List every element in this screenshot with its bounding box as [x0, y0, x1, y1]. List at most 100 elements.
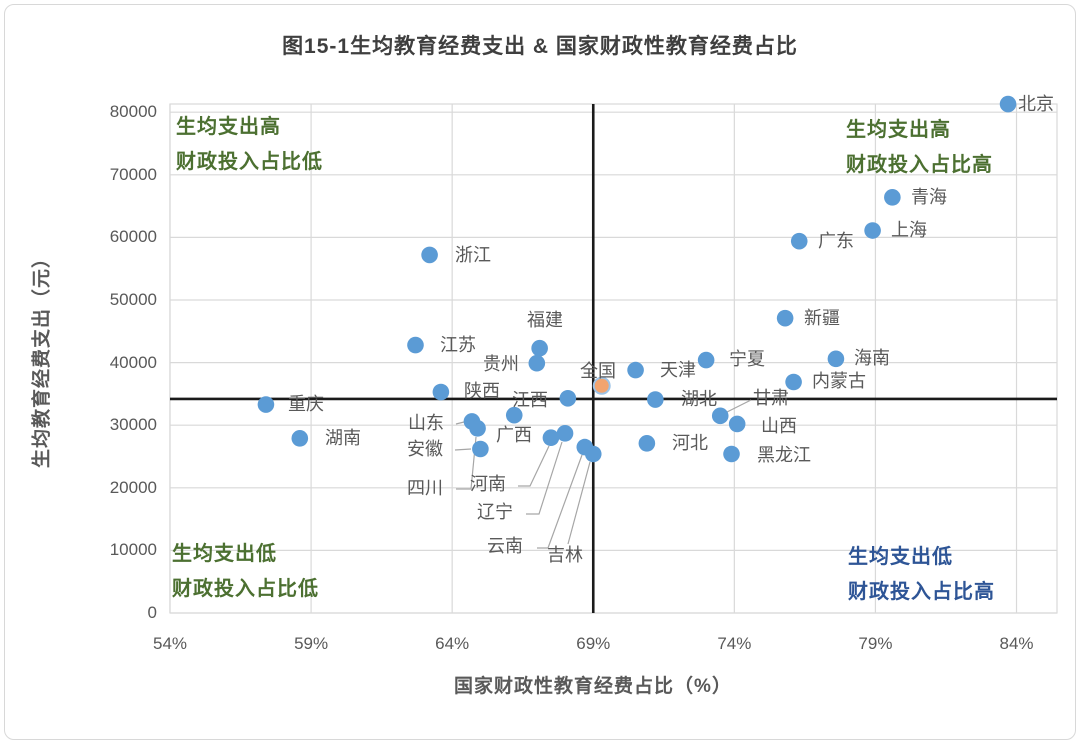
label-leader-line [455, 421, 465, 425]
quadrant-label-line: 财政投入占比高 [848, 581, 995, 603]
quadrant-label-line: 生均支出高 [176, 116, 281, 138]
data-point-label: 甘肃 [753, 388, 789, 408]
data-point-label: 山东 [408, 413, 444, 433]
data-point-label: 辽宁 [477, 502, 513, 522]
data-point [421, 246, 438, 264]
quadrant-label: 生均支出低财政投入占比高 [848, 540, 995, 610]
data-point [647, 391, 664, 408]
quadrant-label-line: 生均支出高 [846, 119, 951, 141]
quadrant-label: 生均支出低财政投入占比低 [172, 537, 319, 607]
data-point-label: 青海 [911, 187, 947, 207]
data-point [556, 425, 574, 442]
x-axis-title: 国家财政性教育经费占比（%） [454, 676, 732, 697]
data-point [528, 354, 546, 372]
chart-title: 图15-1生均教育经费支出 & 国家财政性教育经费占比 [282, 35, 798, 58]
y-tick-label: 40000 [109, 352, 157, 372]
data-point-label: 海南 [854, 348, 890, 368]
data-point-label: 河南 [470, 474, 506, 494]
quadrant-label-line: 财政投入占比高 [846, 154, 993, 176]
y-tick-label: 10000 [109, 540, 157, 560]
data-point-label: 北京 [1018, 94, 1054, 114]
data-point [884, 189, 901, 206]
data-point-label: 云南 [487, 536, 523, 556]
data-point-label: 江西 [512, 390, 548, 410]
y-tick-label: 50000 [109, 290, 157, 309]
y-tick-label: 70000 [109, 164, 157, 184]
data-point-label: 全国 [580, 361, 616, 381]
data-point-label: 上海 [891, 220, 927, 240]
x-tick-label: 54% [152, 634, 188, 653]
data-point-label: 宁夏 [729, 349, 765, 369]
y-tick-label: 60000 [109, 227, 157, 247]
data-point-label: 重庆 [288, 394, 324, 414]
data-point-label: 湖南 [325, 428, 361, 448]
data-point-label: 黑龙江 [757, 445, 811, 465]
data-point-label: 山西 [761, 416, 797, 436]
data-point [785, 373, 802, 391]
national-data-point [592, 376, 611, 395]
label-leader-line [526, 441, 563, 515]
y-tick-label: 20000 [109, 477, 157, 497]
data-point [407, 336, 424, 354]
y-tick-label: 80000 [109, 102, 157, 122]
data-point-label: 福建 [527, 310, 563, 330]
data-point [697, 351, 715, 369]
x-tick-label: 79% [858, 634, 893, 653]
x-tick-label: 69% [576, 634, 611, 653]
quadrant-label-line: 财政投入占比低 [172, 578, 319, 600]
quadrant-label: 生均支出高财政投入占比低 [176, 110, 323, 180]
data-point-label: 天津 [660, 360, 696, 380]
data-point-label: 广西 [496, 425, 532, 445]
data-point [790, 232, 808, 250]
data-point [531, 339, 548, 357]
label-leader-line [726, 399, 752, 413]
data-point-label: 四川 [407, 478, 443, 498]
x-tick-label: 84% [999, 634, 1034, 653]
data-point-label: 湖北 [681, 389, 717, 409]
data-point [723, 445, 740, 463]
data-point [827, 350, 845, 368]
label-leader-line [454, 448, 472, 451]
data-point [728, 415, 746, 433]
label-leader-line [518, 445, 550, 487]
data-point [711, 407, 729, 425]
quadrant-label-line: 生均支出低 [848, 546, 953, 568]
y-tick-label: 0 [147, 603, 157, 622]
data-point [505, 406, 523, 424]
data-point-label: 贵州 [483, 354, 519, 374]
quadrant-label-line: 生均支出低 [172, 543, 277, 565]
data-point [469, 420, 486, 437]
label-leader-line [567, 461, 591, 545]
data-point [559, 389, 577, 407]
data-point-label: 陕西 [464, 381, 500, 401]
data-point-label: 安徽 [407, 439, 443, 459]
data-point [638, 435, 656, 452]
data-point [257, 396, 275, 413]
x-tick-label: 74% [717, 634, 752, 653]
data-point [776, 309, 794, 327]
data-point [432, 383, 450, 401]
data-point-label: 河北 [672, 433, 708, 453]
data-point-label: 内蒙古 [812, 371, 866, 391]
data-point [584, 445, 602, 463]
label-leader-line [537, 454, 583, 549]
quadrant-label-line: 财政投入占比低 [176, 151, 323, 173]
data-point [542, 429, 560, 447]
data-point-label: 广东 [818, 231, 854, 251]
data-point [472, 440, 489, 458]
data-point-label: 新疆 [804, 308, 840, 328]
data-point-label: 吉林 [547, 545, 583, 565]
data-point [627, 361, 644, 379]
x-tick-label: 59% [294, 634, 329, 653]
data-point [864, 222, 881, 239]
data-point [291, 430, 309, 447]
data-point [999, 95, 1017, 113]
data-point-label: 江苏 [440, 335, 476, 355]
y-tick-label: 30000 [109, 415, 157, 435]
data-point-label: 浙江 [455, 245, 491, 265]
x-tick-label: 64% [435, 634, 470, 653]
quadrant-label: 生均支出高财政投入占比高 [846, 113, 993, 183]
chart-frame [4, 4, 1076, 740]
